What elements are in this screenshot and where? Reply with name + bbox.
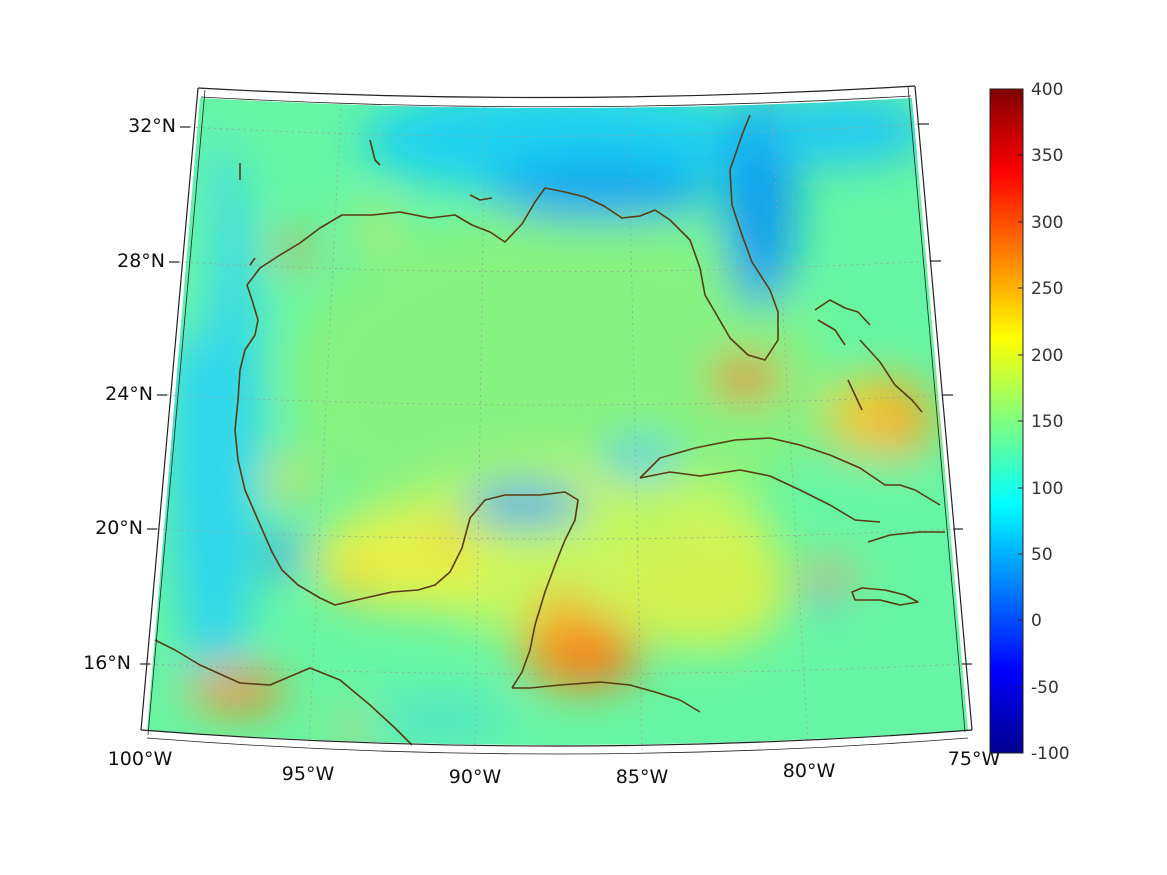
- colorbar-label-150: 150: [1031, 412, 1063, 432]
- colorbar-label-200: 200: [1031, 346, 1063, 366]
- colorbar-label-0: 0: [1031, 611, 1042, 631]
- colorbar: 400 350 300 250 200 150 100 50 0 -50 -10…: [989, 80, 1070, 764]
- colorbar-gradient: [989, 88, 1024, 754]
- lon-label-100w: 100°W: [108, 748, 173, 770]
- lat-label-20n: 20°N: [95, 517, 143, 539]
- colorbar-ticks: [1018, 154, 1023, 688]
- lon-label-75w: 75°W: [948, 748, 1001, 770]
- colorbar-label-300: 300: [1031, 213, 1063, 233]
- lat-label-32n: 32°N: [128, 115, 176, 137]
- colorbar-label-250: 250: [1031, 279, 1063, 299]
- lon-label-80w: 80°W: [783, 760, 836, 782]
- map-data-field: [147, 98, 968, 745]
- lat-label-24n: 24°N: [105, 383, 153, 405]
- colorbar-label-neg100: -100: [1031, 744, 1070, 764]
- lat-label-16n: 16°N: [83, 652, 131, 674]
- lon-label-90w: 90°W: [449, 766, 502, 788]
- lon-label-95w: 95°W: [282, 763, 335, 785]
- lat-label-28n: 28°N: [117, 250, 165, 272]
- colorbar-label-100: 100: [1031, 479, 1063, 499]
- colorbar-label-350: 350: [1031, 146, 1063, 166]
- colorbar-label-400: 400: [1031, 80, 1063, 100]
- coastlines: [154, 114, 945, 746]
- lon-label-85w: 85°W: [616, 766, 669, 788]
- graticule-lines: [149, 102, 963, 751]
- colorbar-label-neg50: -50: [1031, 678, 1059, 698]
- latitude-ticks: [140, 123, 972, 665]
- colorbar-label-50: 50: [1031, 545, 1053, 565]
- map-frame: [140, 85, 973, 755]
